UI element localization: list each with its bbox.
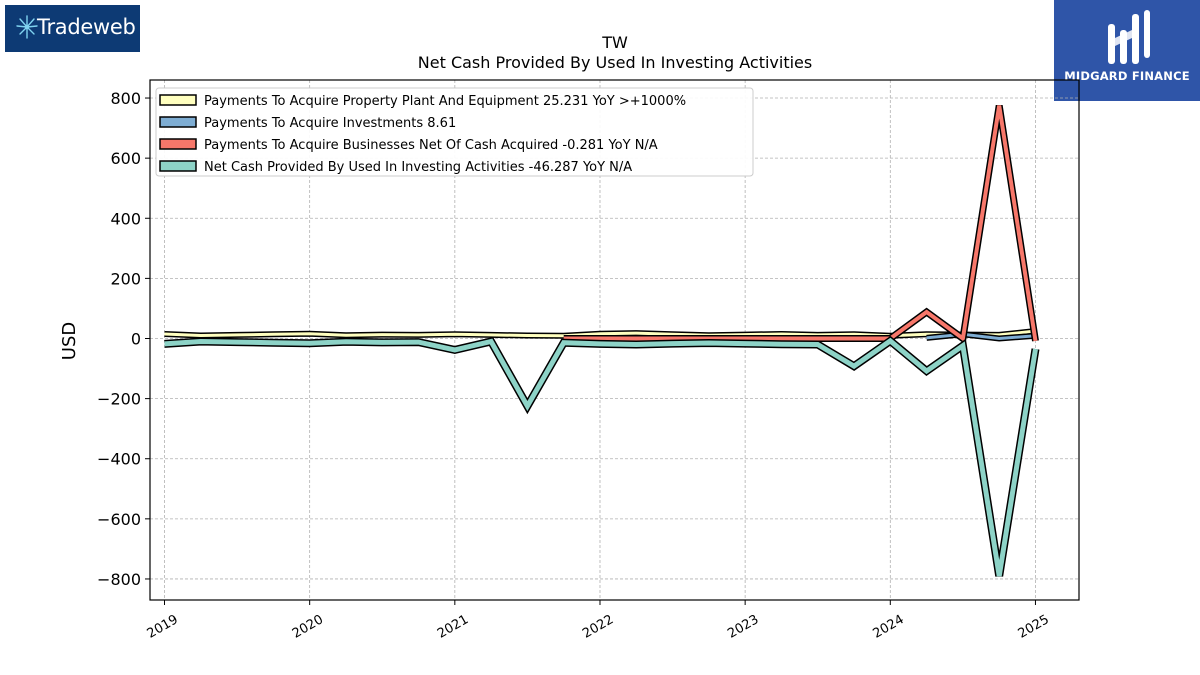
legend: Payments To Acquire Property Plant And E… [155, 87, 754, 177]
plot-frame [149, 79, 1080, 601]
y-tick-label: 0 [131, 329, 141, 348]
y-tick-label: −600 [97, 510, 141, 529]
series-line-2 [563, 105, 1038, 343]
plot-frame-border [149, 79, 1080, 601]
legend-label-2: Payments To Acquire Businesses Net Of Ca… [204, 138, 658, 153]
midgard-monogram-icon [1108, 10, 1150, 64]
x-tick-label: 2023 [725, 612, 761, 642]
x-axis-ticks: 2019 2020 2021 2022 2023 2024 2025 [145, 600, 1052, 642]
chart-title: TW [601, 33, 628, 52]
tradeweb-logo: Tradeweb [5, 5, 140, 52]
series-line-3 [164, 337, 1038, 577]
x-tick-label: 2021 [435, 612, 471, 642]
y-tick-label: −200 [97, 390, 141, 409]
x-tick-label: 2019 [145, 612, 181, 642]
y-tick-label: −800 [97, 570, 141, 589]
x-tick-label: 2025 [1016, 612, 1052, 642]
y-tick-label: 200 [110, 269, 141, 288]
midgard-finance-logo: MIDGARD FINANCE [1054, 0, 1200, 101]
legend-swatch-1 [159, 116, 197, 128]
midgard-finance-logo-text: MIDGARD FINANCE [1064, 69, 1190, 83]
series-line-1 [926, 332, 1036, 341]
tradeweb-burst-icon [16, 15, 38, 39]
legend-label-3: Net Cash Provided By Used In Investing A… [204, 160, 632, 175]
legend-swatch-3 [159, 160, 197, 172]
x-tick-label: 2022 [580, 612, 616, 642]
y-axis-ticks: −800 −600 −400 −200 0 200 400 600 800 [97, 89, 150, 589]
x-tick-label: 2024 [870, 612, 906, 642]
legend-swatch-0 [159, 94, 197, 106]
y-axis-label: USD [59, 322, 80, 360]
y-tick-label: −400 [97, 450, 141, 469]
x-tick-label: 2020 [290, 612, 326, 642]
legend-swatch-2 [159, 138, 197, 150]
series-lines [164, 104, 1040, 577]
legend-box [155, 87, 754, 177]
legend-label-1: Payments To Acquire Investments 8.61 [204, 116, 456, 131]
y-tick-label: 600 [110, 149, 141, 168]
chart-subtitle: Net Cash Provided By Used In Investing A… [418, 53, 812, 72]
y-tick-label: 400 [110, 209, 141, 228]
tradeweb-logo-text: Tradeweb [37, 15, 136, 39]
y-tick-label: 800 [110, 89, 141, 108]
legend-label-0: Payments To Acquire Property Plant And E… [204, 94, 686, 109]
